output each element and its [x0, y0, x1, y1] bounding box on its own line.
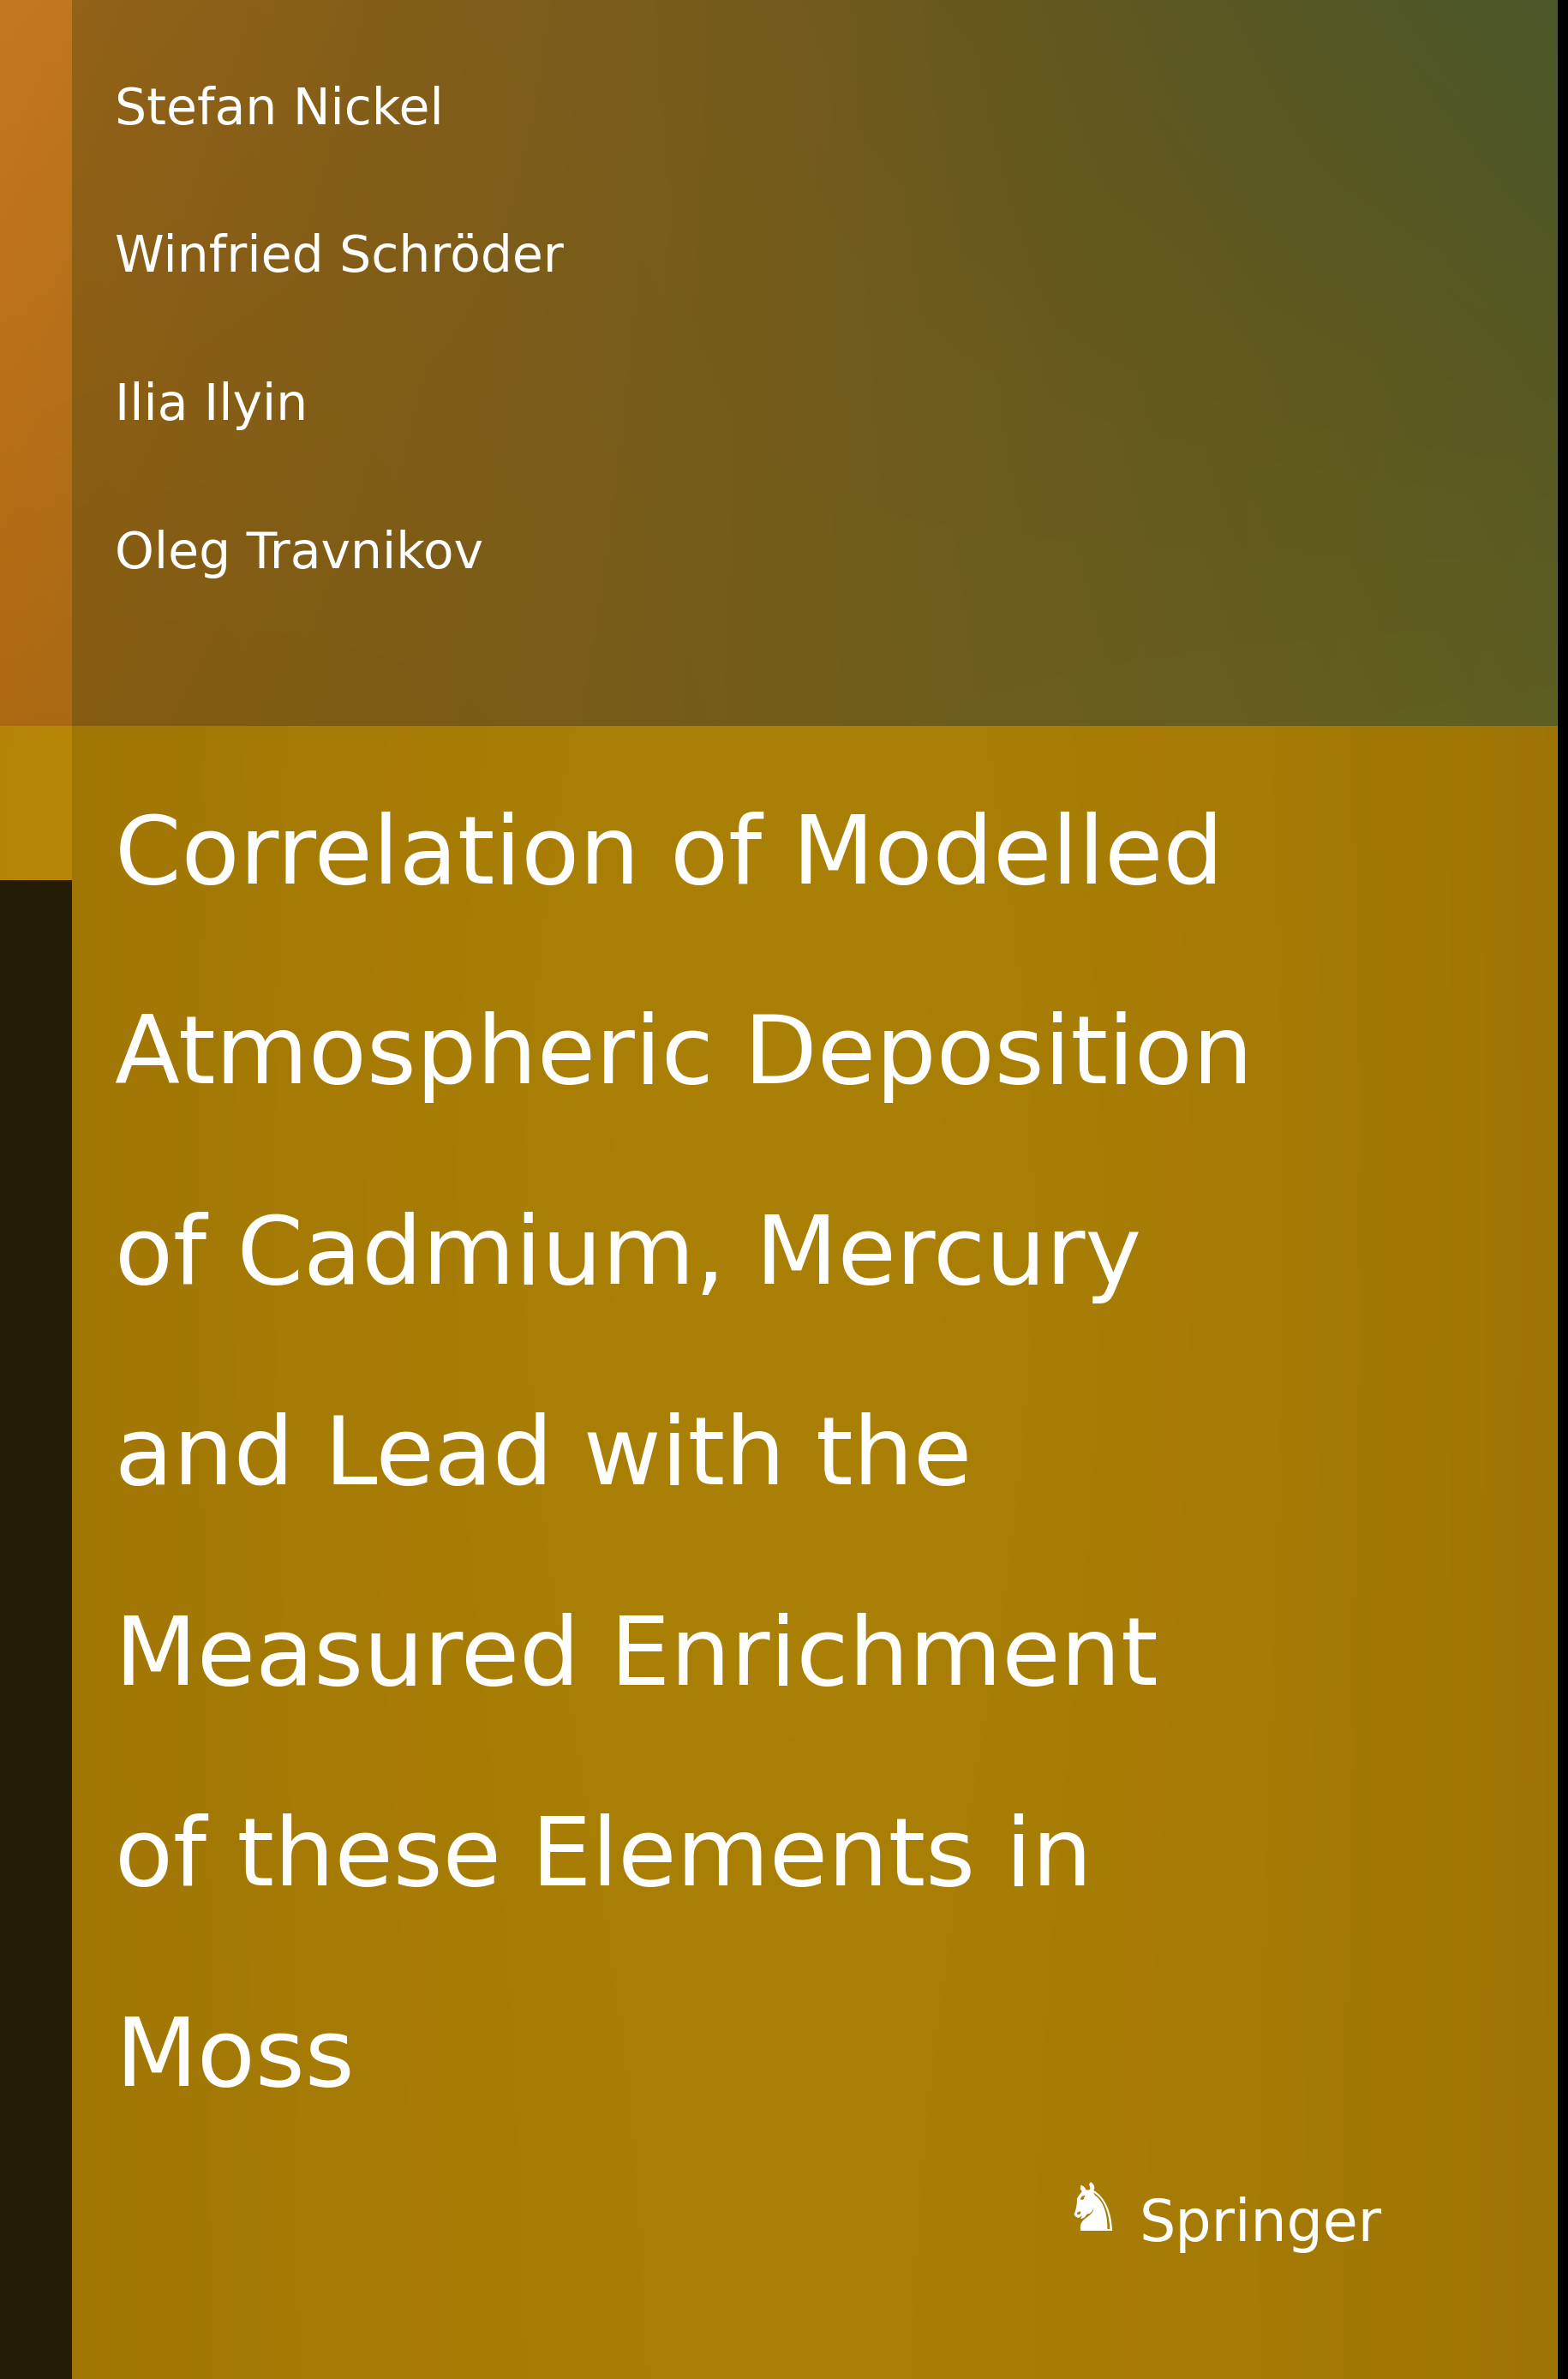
Bar [0, 880, 72, 2379]
Text: Ilia Ilyin: Ilia Ilyin [114, 381, 307, 431]
Text: Correlation of Modelled: Correlation of Modelled [114, 811, 1223, 904]
Bar [72, 726, 1555, 2379]
Text: Measured Enrichment: Measured Enrichment [114, 1613, 1157, 1706]
Bar [72, 0, 1555, 726]
Text: Moss: Moss [114, 2013, 354, 2105]
Text: Winfried Schröder: Winfried Schröder [114, 233, 563, 283]
Text: Oleg Travnikov: Oleg Travnikov [114, 531, 483, 578]
Text: ♞: ♞ [1062, 2179, 1123, 2243]
Text: Stefan Nickel: Stefan Nickel [114, 86, 444, 133]
Text: of these Elements in: of these Elements in [114, 1813, 1091, 1906]
Text: Atmospheric Deposition: Atmospheric Deposition [114, 1011, 1253, 1104]
Text: Springer: Springer [1138, 2196, 1381, 2253]
Text: and Lead with the: and Lead with the [114, 1413, 971, 1504]
Text: of Cadmium, Mercury: of Cadmium, Mercury [114, 1211, 1142, 1304]
